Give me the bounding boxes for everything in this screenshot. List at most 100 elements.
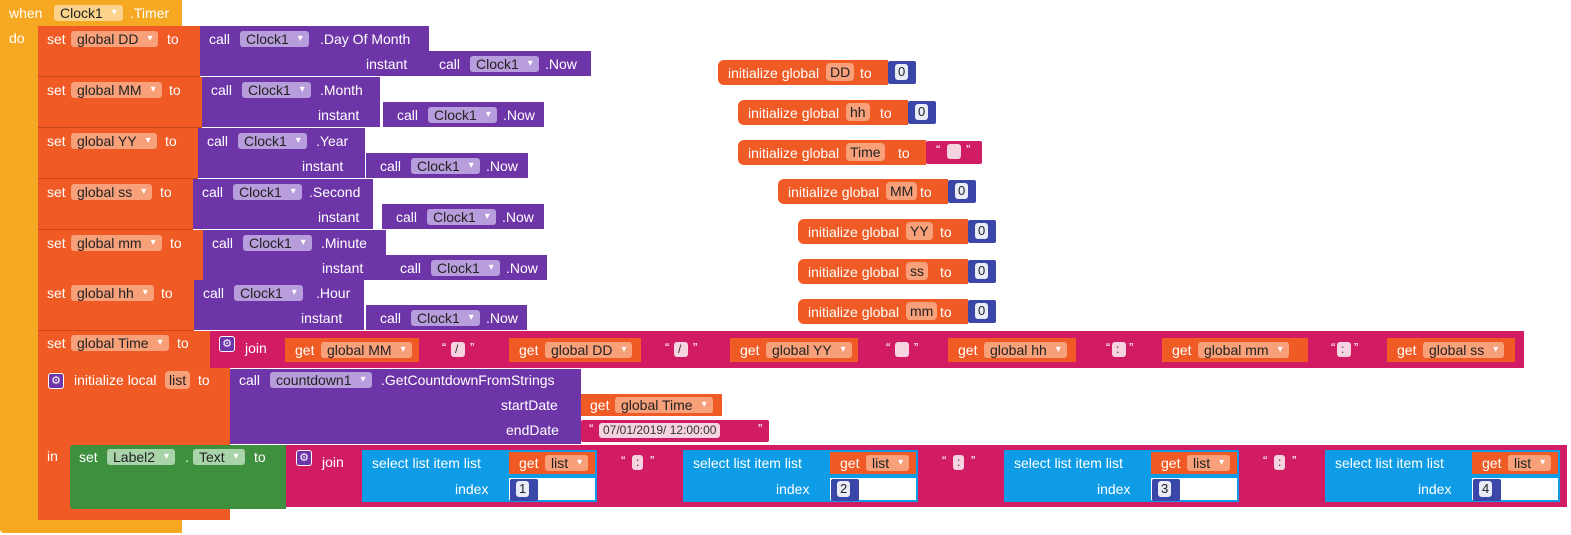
set-label2-block[interactable]: [70, 445, 286, 509]
init-global-block[interactable]: [738, 140, 926, 165]
do-label: do: [9, 30, 25, 46]
init-global-block[interactable]: [778, 179, 948, 204]
now-component-dropdown[interactable]: Clock1: [411, 158, 480, 174]
global-number-value[interactable]: 0: [895, 64, 909, 80]
text-literal-value[interactable]: :: [1337, 342, 1351, 357]
text-literal-block[interactable]: “/”: [428, 339, 490, 361]
time-var-dropdown[interactable]: global Time: [71, 335, 169, 351]
text-literal-value[interactable]: :: [1112, 342, 1126, 357]
clock-component-dropdown[interactable]: Clock1: [242, 82, 311, 98]
text-literal-block[interactable]: “/”: [651, 339, 713, 361]
clock-component-dropdown[interactable]: Clock1: [240, 31, 309, 47]
global-var-name[interactable]: ss: [906, 262, 928, 280]
join-gear-icon[interactable]: ⚙: [296, 450, 312, 466]
global-number-value[interactable]: 0: [915, 104, 929, 120]
index-number-block[interactable]: 4: [1473, 479, 1501, 501]
init-global-block[interactable]: [798, 219, 968, 244]
init-global-block[interactable]: [798, 259, 968, 284]
global-number-value[interactable]: 0: [975, 223, 989, 239]
text-literal-block[interactable]: “:”: [1317, 339, 1374, 361]
get-var-dropdown[interactable]: global DD: [545, 342, 633, 358]
init-global-block[interactable]: [738, 100, 908, 125]
get-list-dropdown[interactable]: list: [545, 455, 589, 471]
now-method: .Now: [502, 209, 534, 225]
global-number-block[interactable]: 0: [968, 260, 996, 283]
clock-component-dropdown[interactable]: Clock1: [234, 285, 303, 301]
global-number-value[interactable]: 0: [955, 183, 969, 199]
separator-value[interactable]: :: [1274, 455, 1286, 470]
clock-component-dropdown[interactable]: Clock1: [233, 184, 302, 200]
global-var-name[interactable]: MM: [886, 182, 918, 200]
get-list-dropdown[interactable]: list: [1508, 455, 1552, 471]
global-var-name[interactable]: DD: [826, 63, 855, 81]
text-literal-block[interactable]: “:”: [1092, 339, 1149, 361]
countdown-component-dropdown[interactable]: countdown1: [270, 372, 372, 388]
separator-value[interactable]: :: [632, 455, 644, 470]
mutator-gear-icon[interactable]: ⚙: [219, 336, 235, 352]
local-gear-icon[interactable]: ⚙: [48, 373, 64, 389]
separator-text-block[interactable]: “:”: [933, 452, 986, 474]
now-component-dropdown[interactable]: Clock1: [470, 56, 539, 72]
index-number-block[interactable]: 3: [1152, 479, 1180, 501]
text-literal-block[interactable]: “ ”: [872, 339, 934, 361]
get-var-dropdown[interactable]: global YY: [766, 342, 852, 358]
global-text-value[interactable]: [947, 144, 961, 159]
text-literal-value[interactable]: /: [674, 342, 688, 357]
clock-call-block[interactable]: [200, 26, 429, 76]
global-number-block[interactable]: 0: [948, 180, 976, 203]
index-value[interactable]: 2: [837, 481, 851, 497]
index-value[interactable]: 3: [1158, 481, 1172, 497]
get-var-dropdown[interactable]: global mm: [1198, 342, 1289, 358]
init-global-block[interactable]: [718, 60, 888, 85]
timer-component-dropdown[interactable]: Clock1: [54, 5, 123, 21]
global-text-block[interactable]: “ ”: [926, 141, 982, 164]
end-date-value[interactable]: 07/01/2019/ 12:00:00: [599, 423, 721, 438]
clock-component-dropdown[interactable]: Clock1: [238, 133, 307, 149]
now-component-dropdown[interactable]: Clock1: [428, 107, 497, 123]
set-var-dropdown[interactable]: global DD: [71, 31, 159, 47]
global-var-name[interactable]: Time: [846, 143, 885, 161]
clock-component-dropdown[interactable]: Clock1: [243, 235, 312, 251]
global-number-block[interactable]: 0: [888, 61, 916, 84]
now-component-dropdown[interactable]: Clock1: [411, 310, 480, 326]
global-var-name[interactable]: YY: [906, 222, 933, 240]
end-date-text-block[interactable]: “ 07/01/2019/ 12:00:00 ”: [581, 420, 769, 442]
get-list-dropdown[interactable]: list: [866, 455, 910, 471]
local-var-name[interactable]: list: [165, 371, 191, 389]
now-component-dropdown[interactable]: Clock1: [427, 209, 496, 225]
index-number-block[interactable]: 2: [831, 479, 859, 501]
global-number-block[interactable]: 0: [968, 220, 996, 243]
global-number-value[interactable]: 0: [975, 263, 989, 279]
init-global-label: initialize global: [748, 105, 840, 121]
index-value[interactable]: 1: [516, 481, 530, 497]
separator-value[interactable]: :: [953, 455, 965, 470]
label2-property-dropdown[interactable]: Text: [193, 449, 245, 465]
separator-text-block[interactable]: “:”: [1254, 452, 1307, 474]
get-var-dropdown[interactable]: global MM: [321, 342, 412, 358]
set-var-dropdown[interactable]: global mm: [71, 235, 162, 251]
init-global-block[interactable]: [798, 299, 968, 324]
global-number-block[interactable]: 0: [908, 101, 936, 124]
text-literal-value[interactable]: /: [451, 342, 465, 357]
index-number-block[interactable]: 1: [510, 479, 538, 501]
to-label: to: [165, 133, 177, 149]
set-var-dropdown[interactable]: global ss: [71, 184, 153, 200]
when-label: when: [9, 5, 43, 21]
index-value[interactable]: 4: [1479, 481, 1493, 497]
get-var-dropdown[interactable]: global ss: [1423, 342, 1505, 358]
set-var-dropdown[interactable]: global YY: [71, 133, 157, 149]
label2-component-dropdown[interactable]: Label2: [107, 449, 176, 465]
start-get-dropdown[interactable]: global Time: [615, 397, 713, 413]
now-component-dropdown[interactable]: Clock1: [431, 260, 500, 276]
global-number-block[interactable]: 0: [968, 300, 996, 323]
text-literal-value[interactable]: [895, 342, 909, 357]
set-label: set: [47, 235, 66, 251]
global-var-name[interactable]: hh: [846, 103, 870, 121]
set-var-dropdown[interactable]: global MM: [71, 82, 162, 98]
set-var-dropdown[interactable]: global hh: [71, 285, 154, 301]
global-number-value[interactable]: 0: [975, 303, 989, 319]
get-list-dropdown[interactable]: list: [1187, 455, 1231, 471]
get-var-dropdown[interactable]: global hh: [984, 342, 1067, 358]
global-var-name[interactable]: mm: [906, 302, 938, 320]
separator-text-block[interactable]: “:”: [612, 452, 665, 474]
